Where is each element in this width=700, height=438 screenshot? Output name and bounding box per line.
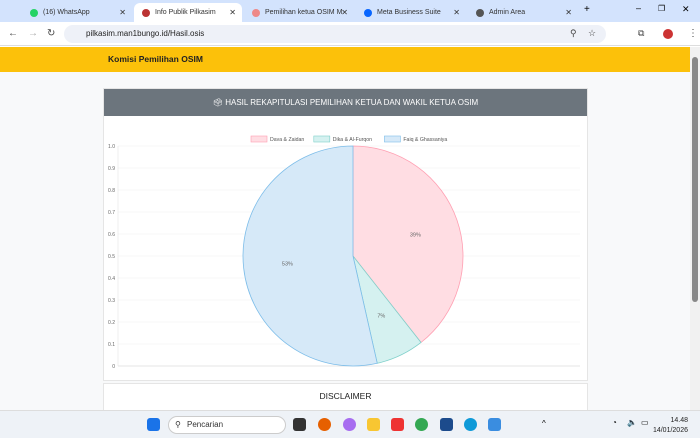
scrollbar[interactable] (690, 47, 700, 410)
menu-icon[interactable]: ⋮ (688, 28, 698, 39)
close-icon[interactable]: ✕ (119, 8, 126, 17)
legend-label: Dava & Zaidan (270, 137, 304, 143)
search-icon: ⚲ (175, 420, 181, 429)
search-placeholder: Pencarian (187, 420, 224, 429)
clock[interactable]: 14.48 14/01/2026 (653, 416, 688, 436)
wps-icon[interactable] (391, 418, 404, 431)
task-view-icon[interactable] (293, 418, 306, 431)
close-icon[interactable]: ✕ (229, 8, 236, 17)
date: 14/01/2026 (652, 427, 688, 434)
minimize-button[interactable]: – (636, 3, 642, 13)
scrollbar-thumb[interactable] (692, 57, 698, 302)
y-tick-label: 0.3 (108, 298, 115, 304)
battery-icon[interactable]: ▭ (641, 418, 649, 427)
restore-button[interactable]: ❐ (658, 4, 666, 13)
y-tick-label: 0 (112, 364, 115, 370)
tab-meta[interactable]: Meta Business Suite ✕ (356, 3, 466, 22)
legend-swatch (250, 135, 268, 143)
results-card: 🗳 HASIL REKAPITULASI PEMILIHAN KETUA DAN… (103, 88, 588, 381)
address-bar-row: ← → ↻ pilkasim.man1bungo.id/Hasil.osis ⚲… (0, 22, 700, 46)
close-window-button[interactable]: ✕ (682, 4, 690, 14)
card-title: HASIL REKAPITULASI PEMILIHAN KETUA DAN W… (225, 98, 479, 107)
back-button[interactable]: ← (8, 28, 18, 39)
pie-slice (242, 145, 378, 367)
tab-label: Pemilihan ketua OSIM M (265, 9, 343, 16)
disclaimer-card: DISCLAIMER (103, 383, 588, 413)
meta-icon (364, 8, 372, 17)
tab-pemilihan[interactable]: Pemilihan ketua OSIM M ✕ (244, 3, 354, 22)
legend-label: Dika & Al-Furqon (333, 137, 372, 143)
wifi-icon[interactable]: ◔ (612, 418, 617, 427)
slice-label: 7% (377, 314, 385, 320)
legend-label: Faiq & Ghassaniya (403, 137, 447, 143)
globe-icon (476, 8, 484, 17)
card-header: 🗳 HASIL REKAPITULASI PEMILIHAN KETUA DAN… (104, 89, 587, 116)
volume-icon[interactable]: 🔈 (627, 418, 637, 427)
new-tab-button[interactable]: + (584, 4, 590, 15)
url-input[interactable]: pilkasim.man1bungo.id/Hasil.osis (64, 25, 606, 43)
file-explorer-icon[interactable] (367, 418, 380, 431)
bookmark-star-icon[interactable]: ☆ (588, 28, 597, 38)
slice-label: 39% (410, 232, 421, 238)
y-tick-label: 0.8 (108, 188, 115, 194)
y-tick-label: 0.9 (108, 166, 115, 172)
profile-avatar[interactable] (663, 29, 673, 39)
forward-button[interactable]: → (28, 28, 38, 39)
tab-bar: (16) WhatsApp ✕ Info Publik Pilkasim ✕ Pem… (0, 0, 700, 22)
extensions-icon[interactable]: ⧉ (638, 28, 645, 38)
pie-slice (352, 145, 464, 344)
time: 14.48 (670, 417, 688, 424)
y-tick-label: 0.1 (108, 342, 115, 348)
ballot-icon: 🗳 (212, 98, 226, 107)
disclaimer-title: DISCLAIMER (319, 391, 372, 401)
tab-label: Info Publik Pilkasim (155, 9, 216, 16)
edge-icon[interactable] (464, 418, 477, 431)
windows-start-icon[interactable] (147, 418, 160, 431)
y-tick-label: 0.6 (108, 232, 115, 238)
close-icon[interactable]: ✕ (341, 8, 348, 17)
tab-label: Meta Business Suite (377, 9, 441, 16)
tab-label: (16) WhatsApp (43, 9, 90, 16)
slice-label: 53% (282, 261, 293, 267)
y-tick-label: 0.2 (108, 320, 115, 326)
tab-label: Admin Area (489, 9, 526, 16)
taskbar-search[interactable]: ⚲ Pencarian (168, 416, 286, 434)
store-icon[interactable] (440, 418, 453, 431)
y-tick-label: 1.0 (108, 144, 115, 150)
site-icon (142, 8, 150, 17)
y-tick-label: 0.5 (108, 254, 115, 260)
chrome-icon[interactable] (415, 418, 428, 431)
close-icon[interactable]: ✕ (565, 8, 572, 17)
photos-icon[interactable] (488, 418, 501, 431)
taskbar: ⚲ Pencarian ^ ◔ 🔈 ▭ 14.48 14/01/2026 (0, 410, 700, 438)
copilot-icon[interactable] (343, 418, 356, 431)
tab-info-publik[interactable]: Info Publik Pilkasim ✕ (134, 3, 242, 22)
close-icon[interactable]: ✕ (453, 8, 460, 17)
reload-button[interactable]: ↻ (47, 28, 56, 39)
tab-admin[interactable]: Admin Area ✕ (468, 3, 578, 22)
site-header: Komisi Pemilihan OSIM (0, 47, 690, 72)
legend-swatch (313, 135, 331, 143)
url-text: pilkasim.man1bungo.id/Hasil.osis (86, 29, 205, 38)
whatsapp-icon (30, 8, 38, 17)
site-icon (252, 8, 260, 17)
site-title: Komisi Pemilihan OSIM (108, 54, 203, 64)
zoom-icon[interactable]: ⚲ (570, 28, 577, 38)
y-tick-label: 0.7 (108, 210, 115, 216)
tab-whatsapp[interactable]: (16) WhatsApp ✕ (22, 3, 132, 22)
tray-chevron-icon[interactable]: ^ (542, 419, 546, 428)
y-tick-label: 0.4 (108, 276, 115, 282)
legend-swatch (384, 135, 401, 143)
firefox-icon[interactable] (318, 418, 331, 431)
